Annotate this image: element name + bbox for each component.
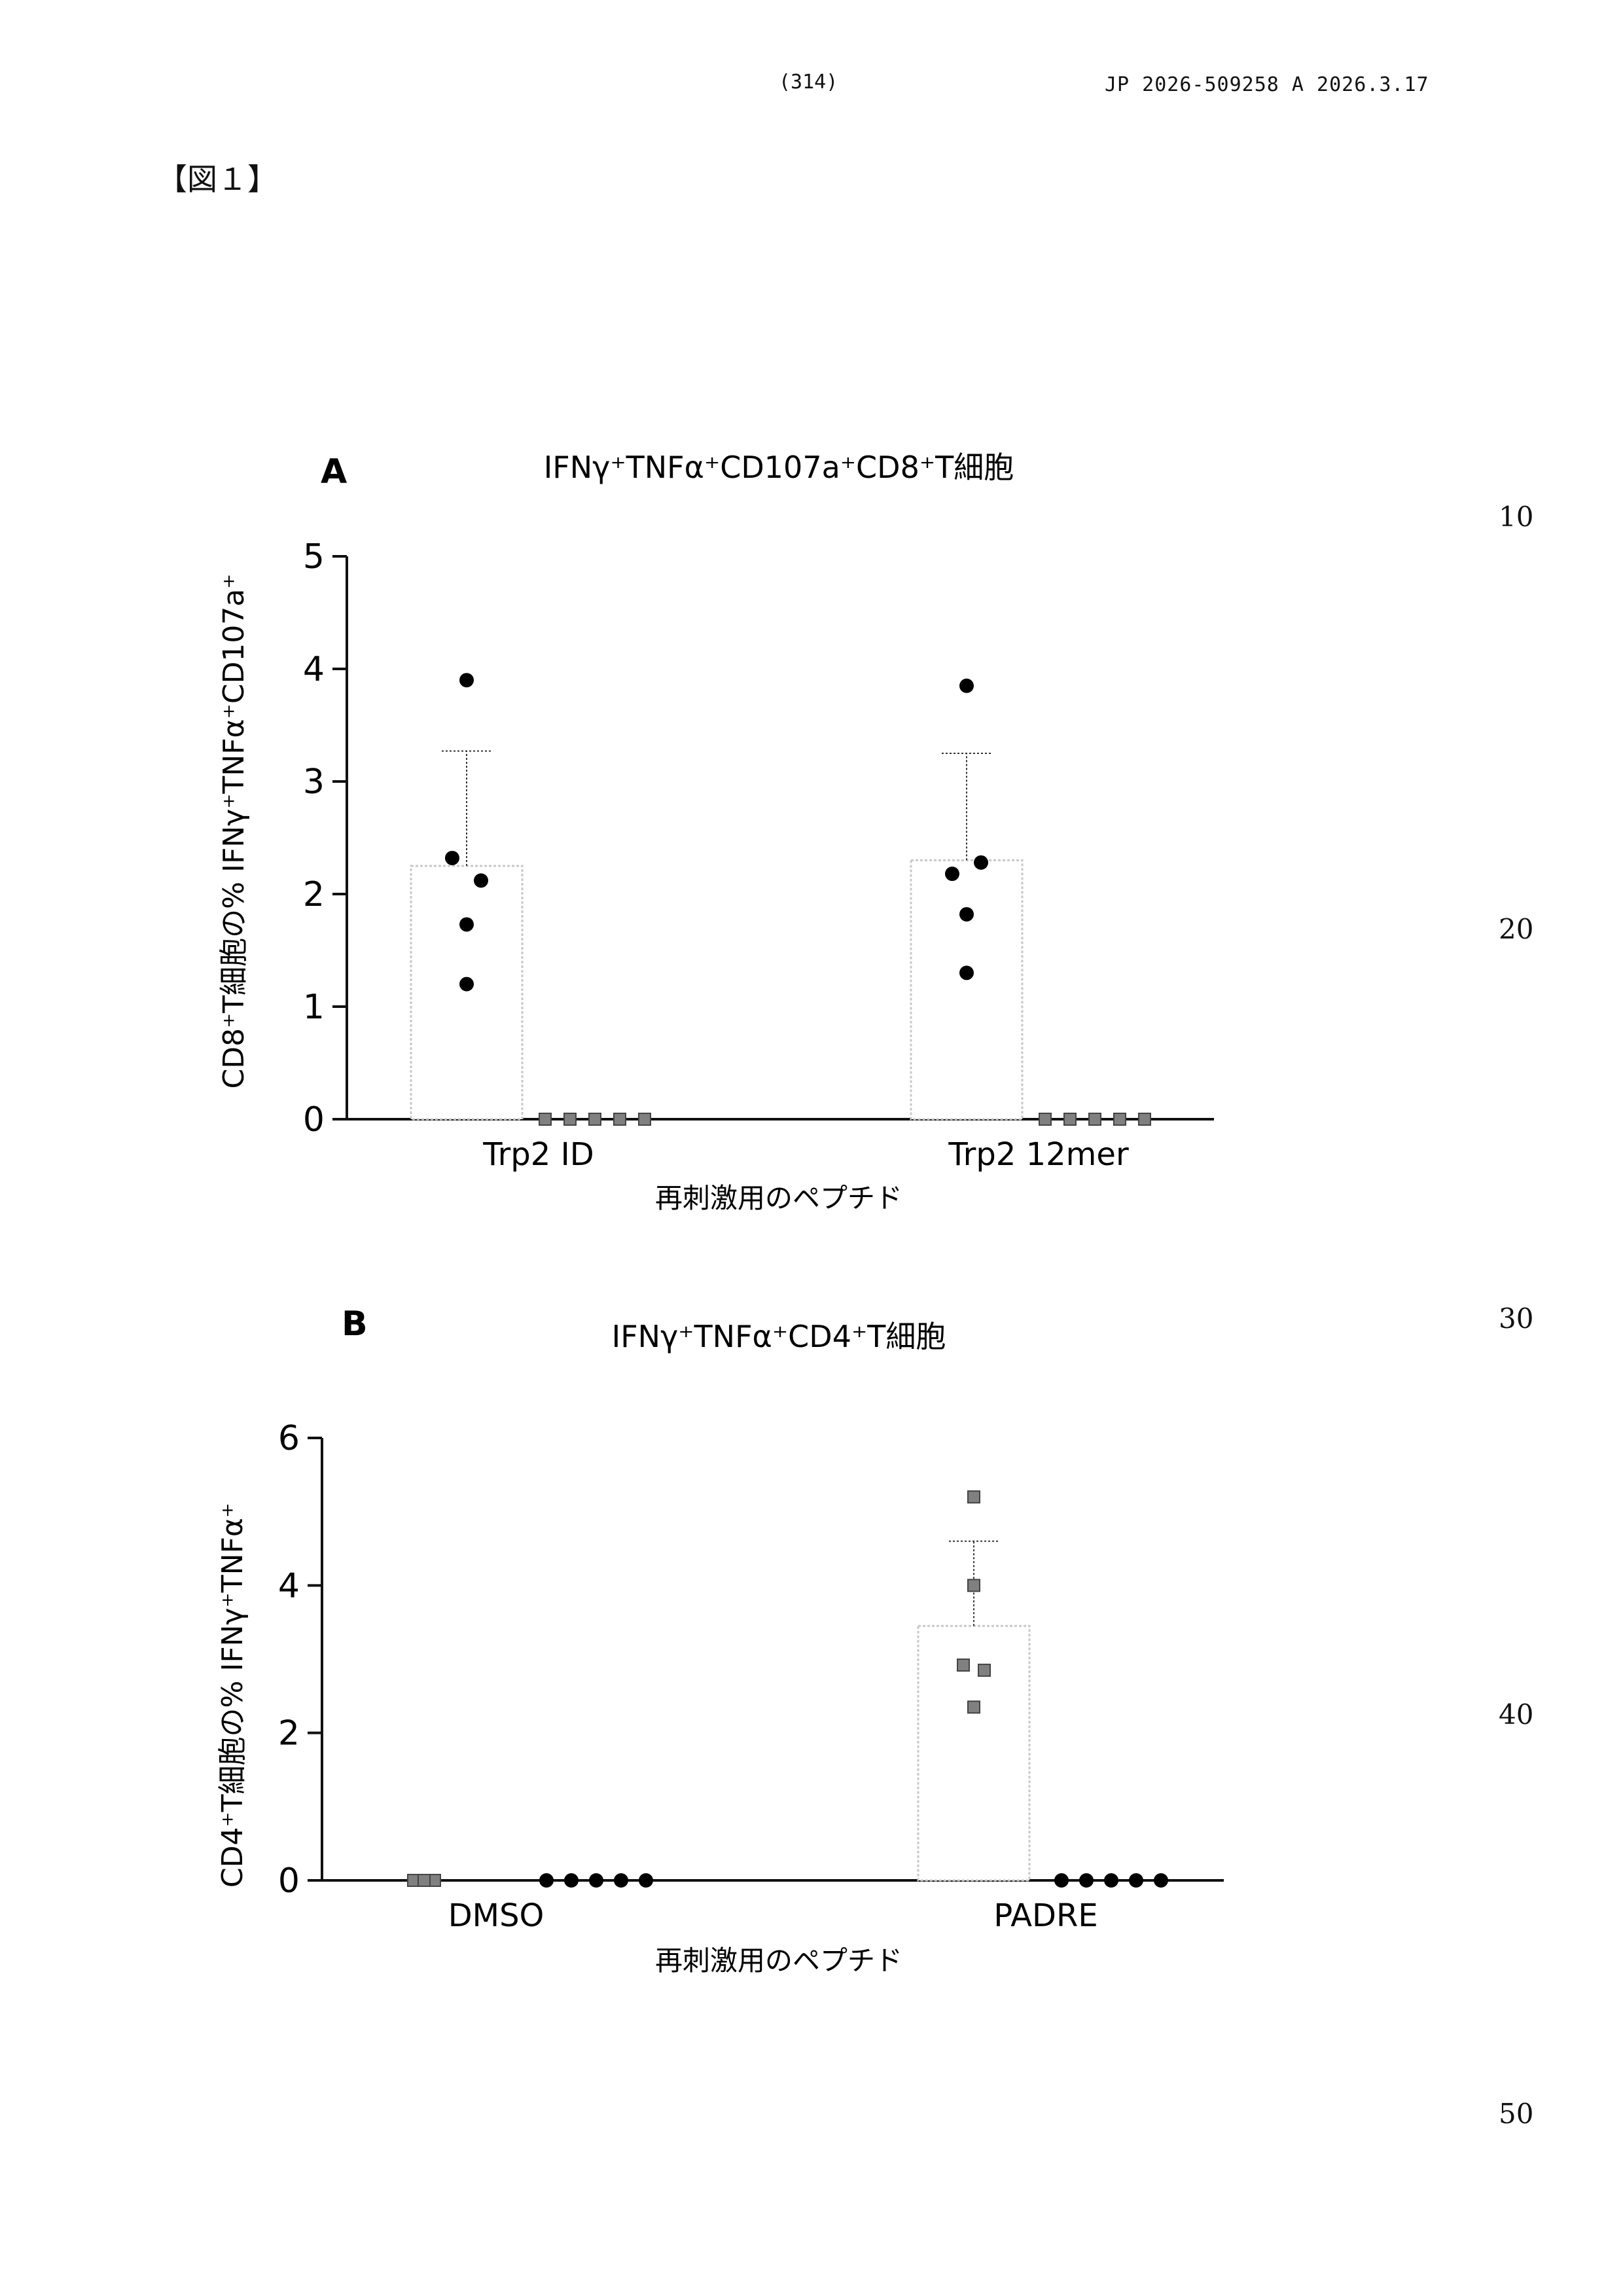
document-id: JP 2026-509258 A 2026.3.17: [1105, 73, 1429, 96]
data-point: [945, 867, 959, 882]
data-point: [1054, 1873, 1069, 1888]
data-point: [589, 1873, 603, 1888]
data-point: [1039, 1113, 1052, 1126]
panel-letter: B: [342, 1304, 368, 1344]
data-point: [459, 673, 474, 688]
y-tick-label: 3: [303, 762, 325, 802]
bar: [910, 859, 1024, 1121]
x-axis-label: 再刺激用のペプチド: [655, 1945, 902, 1977]
line-number: 50: [1499, 2098, 1534, 2130]
chart-panel-a: A IFNγ⁺TNFα⁺CD107a⁺CD8⁺T細胞 CD8⁺T細胞の% IFNγ⁺…: [217, 450, 1214, 1214]
data-point: [638, 1113, 651, 1126]
data-point: [967, 1490, 980, 1504]
figure-label: 【図１】: [157, 162, 277, 197]
y-axis-label: CD8⁺T細胞の% IFNγ⁺TNFα⁺CD107a⁺: [217, 573, 251, 1088]
data-point: [1113, 1113, 1126, 1126]
x-tick-label: Trp2 12mer: [948, 1136, 1129, 1173]
y-tick-label: 6: [278, 1419, 300, 1458]
bar: [410, 865, 524, 1121]
data-point: [563, 1113, 577, 1126]
data-point: [959, 678, 974, 693]
data-point: [959, 906, 974, 922]
y-tick-label: 4: [303, 650, 325, 689]
data-point: [459, 977, 474, 992]
y-axis-label: CD4⁺T細胞の% IFNγ⁺TNFα⁺: [216, 1503, 249, 1888]
data-point: [1129, 1873, 1143, 1888]
line-number: 30: [1499, 1302, 1534, 1335]
data-point: [978, 1663, 991, 1677]
data-point: [613, 1113, 626, 1126]
y-tick-label: 2: [303, 875, 325, 914]
data-point: [474, 873, 488, 888]
data-point: [974, 855, 988, 870]
chart-title: IFNγ⁺TNFα⁺CD107a⁺CD8⁺T細胞: [544, 450, 1014, 485]
data-point: [1063, 1113, 1077, 1126]
data-point: [967, 1579, 980, 1592]
data-point: [539, 1113, 552, 1126]
y-tick-label: 2: [278, 1714, 300, 1753]
x-tick-label: Trp2 ID: [482, 1136, 594, 1173]
data-point: [967, 1700, 980, 1714]
data-point: [1138, 1113, 1151, 1126]
data-point: [1154, 1873, 1168, 1888]
data-point: [564, 1873, 579, 1888]
y-tick-label: 1: [303, 988, 325, 1027]
data-point: [959, 965, 974, 980]
x-axis-label: 再刺激用のペプチド: [655, 1182, 902, 1214]
x-tick-label: PADRE: [993, 1897, 1097, 1934]
bar: [917, 1624, 1031, 1882]
x-tick-label: DMSO: [448, 1897, 544, 1934]
data-point: [539, 1873, 554, 1888]
y-tick-label: 0: [278, 1861, 300, 1901]
data-point: [1079, 1873, 1094, 1888]
line-number: 40: [1499, 1698, 1534, 1731]
data-point: [1104, 1873, 1118, 1888]
y-tick-label: 5: [303, 537, 325, 577]
data-point: [418, 1874, 431, 1887]
line-number: 10: [1499, 501, 1534, 533]
page-number: (314): [779, 71, 838, 94]
chart-title: IFNγ⁺TNFα⁺CD4⁺T細胞: [612, 1319, 946, 1354]
line-number: 20: [1499, 913, 1534, 945]
y-tick-label: 4: [278, 1566, 300, 1605]
data-point: [957, 1659, 970, 1672]
data-point: [639, 1873, 653, 1888]
panel-letter: A: [321, 452, 347, 492]
data-point: [1088, 1113, 1101, 1126]
chart-panel-b: B IFNγ⁺TNFα⁺CD4⁺T細胞 CD4⁺T細胞の% IFNγ⁺TNFα⁺ 再刺…: [216, 1304, 1224, 1977]
y-tick-label: 0: [303, 1100, 325, 1139]
data-point: [614, 1873, 628, 1888]
data-point: [445, 850, 459, 865]
data-point: [459, 917, 474, 932]
data-point: [588, 1113, 601, 1126]
